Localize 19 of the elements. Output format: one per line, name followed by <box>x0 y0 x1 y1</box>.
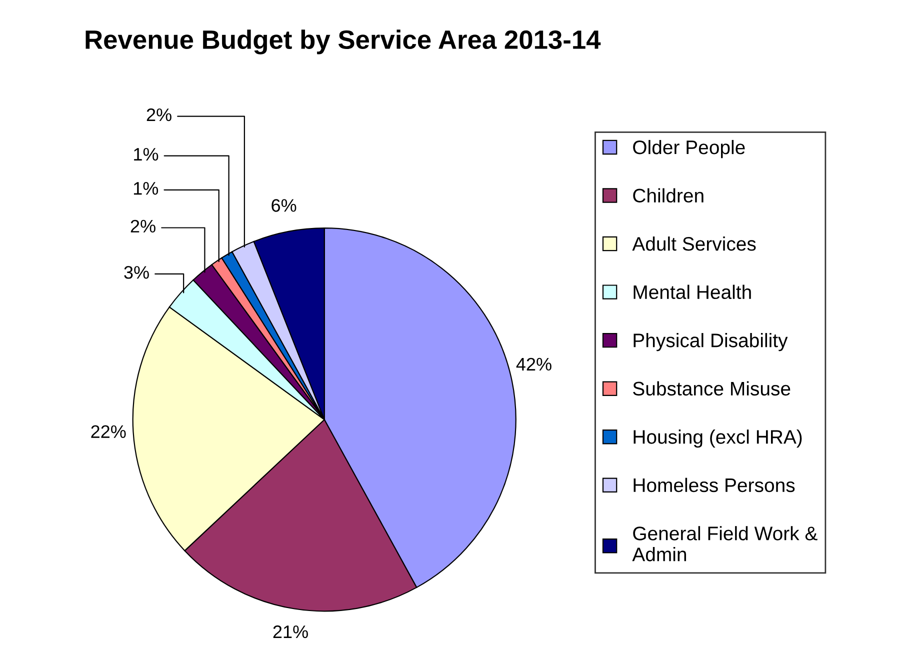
data-label: 22% <box>91 425 126 438</box>
legend-label: General Field Work & Admin <box>632 526 818 562</box>
legend-label: Housing (excl HRA) <box>634 430 802 448</box>
legend-label: Mental Health <box>634 284 751 300</box>
data-label: 1% <box>134 182 158 195</box>
data-label: 21% <box>273 625 308 638</box>
legend-label: Adult Services <box>632 236 756 251</box>
data-label: 1% <box>134 148 158 161</box>
data-label: 3% <box>124 266 149 279</box>
data-label: 6% <box>272 199 296 212</box>
data-label: 2% <box>130 220 156 233</box>
data-label: 2% <box>146 108 172 122</box>
legend-label: Substance Misuse <box>633 381 790 396</box>
legend-label: Children <box>633 188 704 203</box>
data-label: 42% <box>516 358 552 371</box>
chart-title: Revenue Budget by Service Area 2013-14 <box>86 30 601 54</box>
legend-label: Homeless Persons <box>634 478 795 492</box>
legend-label: Physical Disability <box>634 333 788 352</box>
legend-label: Older People <box>633 140 745 158</box>
